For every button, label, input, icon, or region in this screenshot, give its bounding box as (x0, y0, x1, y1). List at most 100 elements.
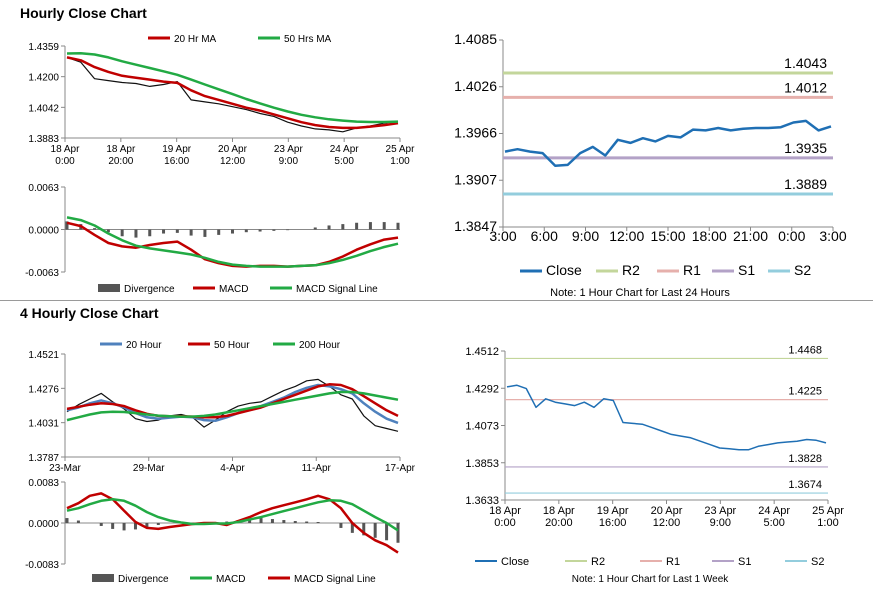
four_hourly_price-x-tick-label: 4-Apr (220, 463, 245, 474)
four_hourly_pivot-level-label-s2: 1.3674 (788, 479, 822, 491)
hourly_pivot-y-tick-label: 1.3966 (454, 125, 497, 141)
four_hourly_pivot-x-tick-label: 19 Apr (597, 505, 629, 517)
four_hourly_price-x-tick-label: 29-Mar (133, 463, 165, 474)
four_hourly_pivot-x-tick-label: 24 Apr (758, 505, 790, 517)
hourly_pivot-level-label-r2: 1.4043 (784, 55, 827, 71)
four_hourly_pivot-y-tick-label: 1.4512 (465, 346, 499, 358)
hourly_pivot-legend-label: S1 (738, 262, 755, 278)
hourly_pivot-x-tick-label: 0:00 (778, 228, 805, 244)
four_hourly_pivot-x-tick-label: 23 Apr (704, 505, 736, 517)
hourly_pivot-legend-label: S2 (794, 262, 811, 278)
hourly_macd-y-tick-label: 0.0063 (28, 183, 59, 194)
hourly_price-x-tick-label: 9:00 (279, 156, 299, 167)
hourly-close-chart-title: Hourly Close Chart (20, 5, 147, 21)
hourly_pivot-y-tick-label: 1.4026 (454, 78, 497, 94)
four_hourly_price-y-tick-label: 1.4521 (28, 350, 59, 361)
section-divider (0, 300, 873, 301)
hourly_macd-legend-swatch (98, 284, 120, 292)
four_hourly_pivot-level-label-s1: 1.3828 (788, 453, 822, 465)
four_hourly_macd-series-macd-signal-line (66, 498, 399, 532)
four_hourly_pivot-series-close (506, 384, 827, 451)
four_hourly_price-x-tick-label: 17-Apr (385, 463, 416, 474)
four_hourly_price-legend-label: 200 Hour (299, 340, 341, 351)
hourly_price-x-tick-label: 18 Apr (51, 144, 81, 155)
four_hourly_price-x-tick-label: 11-Apr (302, 463, 332, 474)
four_hourly_price-series-200-hour (66, 390, 399, 422)
four_hourly_macd-legend-label: Divergence (118, 574, 169, 585)
four_hourly_pivot-x-tick-label: 18 Apr (489, 505, 521, 517)
hourly_price-legend-label: 20 Hr MA (174, 34, 217, 45)
four_hourly_macd-y-tick-label: 0.0000 (28, 519, 59, 530)
four_hourly_macd-legend-label: MACD Signal Line (294, 574, 376, 585)
hourly_macd-y-tick-label: 0.0000 (28, 226, 59, 237)
four_hourly_pivot-y-tick-label: 1.3853 (465, 458, 499, 470)
hourly-pivot-note: Note: 1 Hour Chart for Last 24 Hours (550, 287, 730, 299)
four_hourly_price-y-tick-label: 1.4031 (28, 419, 59, 430)
hourly_price-series-50-hrs-ma (66, 51, 399, 124)
four_hourly_pivot-level-label-r2: 1.4468 (788, 344, 822, 356)
four-hourly-pivot-note: Note: 1 Hour Chart for Last 1 Week (572, 574, 730, 585)
four_hourly_pivot-y-tick-label: 1.4073 (465, 421, 499, 433)
hourly_pivot-series-close (504, 119, 832, 167)
four_hourly_price-legend-label: 50 Hour (214, 340, 250, 351)
hourly_price-x-tick-label: 23 Apr (274, 144, 304, 155)
four_hourly_pivot-legend-label: S2 (811, 556, 824, 568)
hourly_pivot-level-label-s1: 1.3935 (784, 140, 827, 156)
four_hourly_pivot-x-tick-label: 18 Apr (543, 505, 575, 517)
four_hourly_pivot-legend-label: R2 (591, 556, 605, 568)
hourly_price-series-close (66, 56, 399, 133)
hourly_price-y-tick-label: 1.3883 (28, 134, 59, 145)
four_hourly_price-x-tick-label: 23-Mar (49, 463, 81, 474)
four_hourly_pivot-x-tick-label: 1:00 (817, 517, 838, 529)
four_hourly_pivot-x-tick-label: 20:00 (545, 517, 573, 529)
four_hourly_pivot-x-tick-label: 12:00 (653, 517, 681, 529)
hourly_price-x-tick-label: 1:00 (390, 156, 410, 167)
hourly_pivot-y-tick-label: 1.3907 (454, 171, 497, 187)
four_hourly_macd-y-tick-label: -0.0083 (25, 560, 59, 571)
hourly_price-y-tick-label: 1.4359 (28, 42, 59, 53)
hourly_pivot-legend-label: R1 (683, 262, 701, 278)
hourly_macd-legend-label: Divergence (124, 284, 175, 295)
hourly_pivot-x-tick-label: 3:00 (489, 228, 516, 244)
hourly_pivot-x-tick-label: 9:00 (572, 228, 599, 244)
hourly_price-x-tick-label: 20:00 (108, 156, 133, 167)
hourly_macd-y-tick-label: -0.0063 (25, 268, 59, 279)
four_hourly_price-legend-label: 20 Hour (126, 340, 162, 351)
four_hourly_price-y-tick-label: 1.3787 (28, 453, 59, 464)
four_hourly_pivot-y-tick-label: 1.3633 (465, 495, 499, 507)
four_hourly_pivot-x-tick-label: 5:00 (763, 517, 784, 529)
hourly_pivot-x-tick-label: 18:00 (692, 228, 727, 244)
hourly_price-y-tick-label: 1.4042 (28, 103, 59, 114)
hourly_pivot-legend-label: Close (546, 262, 582, 278)
hourly_pivot-x-tick-label: 15:00 (650, 228, 685, 244)
hourly_pivot-x-tick-label: 6:00 (531, 228, 558, 244)
hourly_pivot-x-tick-label: 12:00 (609, 228, 644, 244)
hourly_price-y-tick-label: 1.4200 (28, 73, 59, 84)
hourly_pivot-level-label-r1: 1.4012 (784, 79, 827, 95)
four_hourly_pivot-x-tick-label: 20 Apr (651, 505, 683, 517)
four-hourly-close-chart-title: 4 Hourly Close Chart (20, 305, 159, 321)
four_hourly_pivot-x-tick-label: 25 Apr (812, 505, 844, 517)
hourly_price-series-20-hr-ma (66, 56, 399, 130)
hourly_price-legend-label: 50 Hrs MA (284, 34, 332, 45)
hourly_price-x-tick-label: 25 Apr (386, 144, 416, 155)
hourly_pivot-legend-label: R2 (622, 262, 640, 278)
hourly_macd-legend-label: MACD Signal Line (296, 284, 378, 295)
hourly_price-x-tick-label: 19 Apr (162, 144, 192, 155)
four_hourly_price-series-50-hour (66, 383, 399, 419)
hourly_price-x-tick-label: 16:00 (164, 156, 189, 167)
hourly_pivot-x-tick-label: 3:00 (819, 228, 846, 244)
four_hourly_pivot-legend-label: S1 (738, 556, 751, 568)
hourly_price-x-tick-label: 20 Apr (218, 144, 248, 155)
four_hourly_price-y-tick-label: 1.4276 (28, 384, 59, 395)
four_hourly_macd-legend-label: MACD (216, 574, 245, 585)
hourly_pivot-level-label-s2: 1.3889 (784, 176, 827, 192)
hourly_price-x-tick-label: 5:00 (334, 156, 354, 167)
four_hourly_macd-y-tick-label: 0.0083 (28, 478, 59, 489)
hourly_macd-legend-label: MACD (219, 284, 248, 295)
hourly_price-x-tick-label: 24 Apr (330, 144, 360, 155)
four_hourly_pivot-x-tick-label: 16:00 (599, 517, 627, 529)
four_hourly_pivot-level-label-r1: 1.4225 (788, 386, 822, 398)
four_hourly_pivot-x-tick-label: 0:00 (494, 517, 515, 529)
